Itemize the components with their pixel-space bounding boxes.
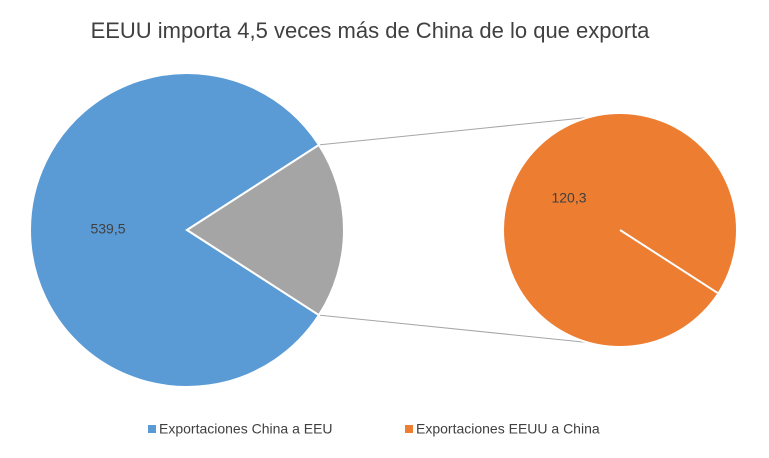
connector-line xyxy=(318,117,588,146)
legend-swatch xyxy=(405,425,413,433)
data-label: 120,3 xyxy=(551,190,586,206)
slice-border xyxy=(619,229,719,295)
chart-title: EEUU importa 4,5 veces más de China de l… xyxy=(91,18,651,43)
data-label: 539,5 xyxy=(90,221,125,237)
legend-swatch xyxy=(148,425,156,433)
legend-label: Exportaciones China a EEU xyxy=(159,421,333,437)
pie-slice-other xyxy=(185,143,345,317)
legend-label: Exportaciones EEUU a China xyxy=(416,421,600,437)
connector-line xyxy=(318,314,588,343)
pie-slice xyxy=(29,72,321,388)
